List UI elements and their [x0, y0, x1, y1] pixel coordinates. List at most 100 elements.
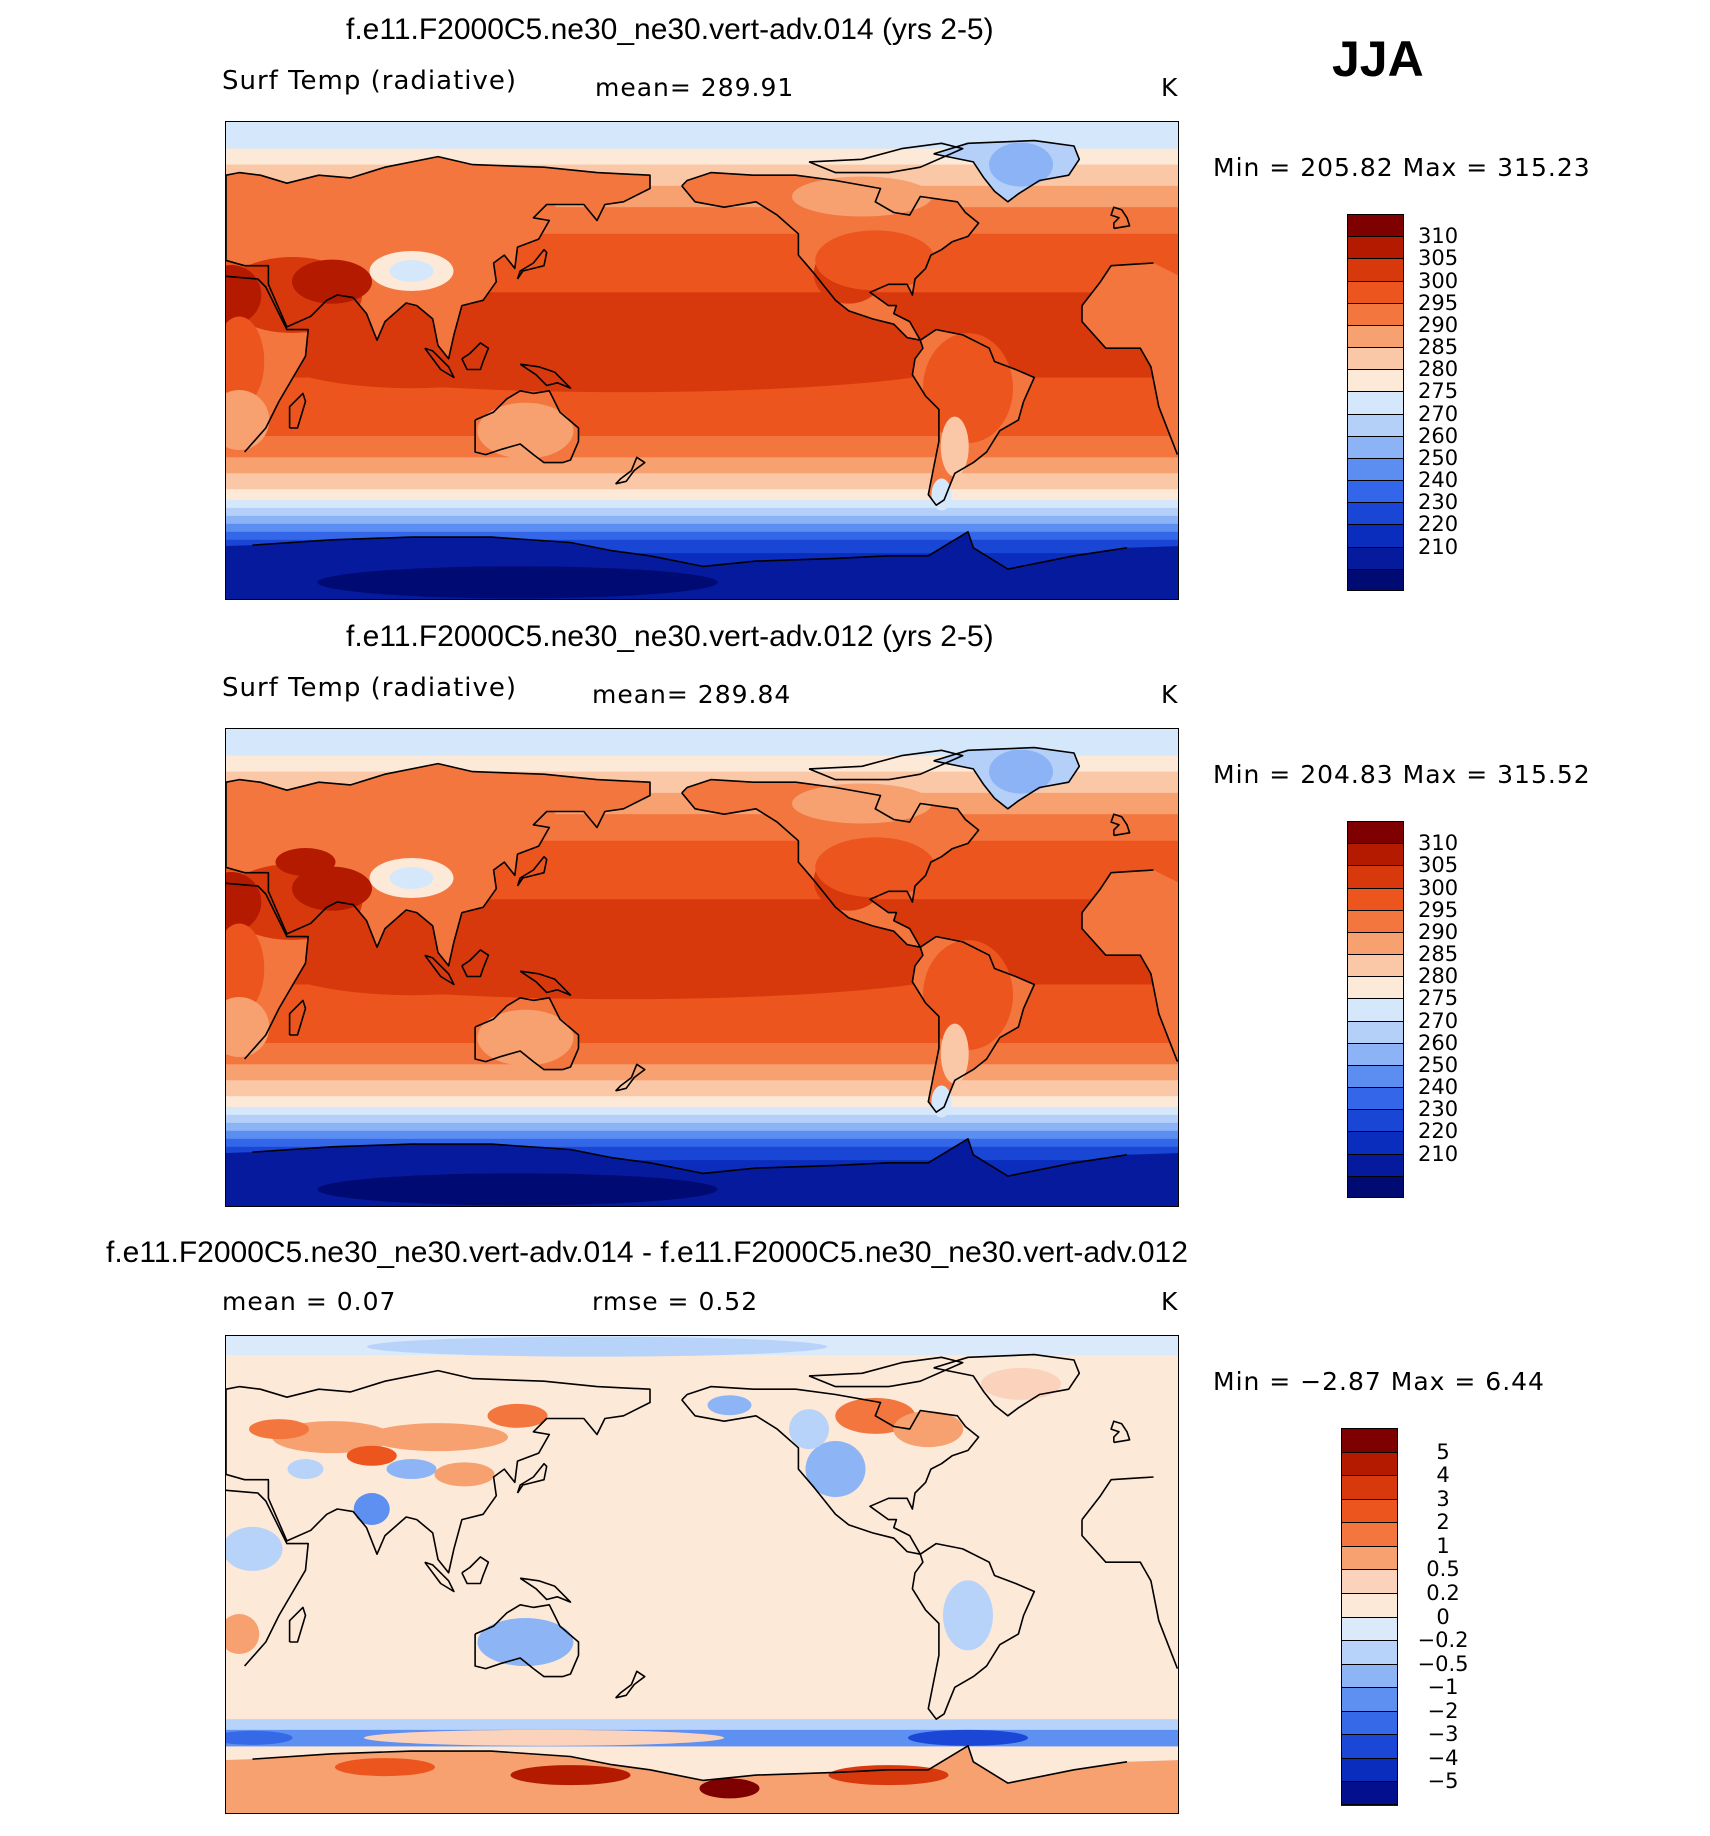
antarctic-plateau [317, 566, 718, 599]
colorbar-tick-label: −1 [1427, 1675, 1459, 1700]
panel3-colorbar: 5 4 3 2 1 0.5 0.2 0 −0.2 −0.5 −1 −2 −3 −4 −5 [1341, 1428, 1469, 1806]
coastline [461, 949, 490, 978]
panel1-title: f.e11.F2000C5.ne30_ne30.vert-adv.014 (yr… [346, 13, 994, 46]
africa-south [226, 390, 270, 451]
colorbar-segment [1347, 887, 1404, 911]
colorbar-segment [1347, 413, 1404, 437]
coastline [615, 1063, 646, 1092]
antarctic-warm [699, 1778, 760, 1799]
panel1-mean: mean= 289.91 [595, 73, 795, 102]
colorbar-segment [1347, 1109, 1404, 1132]
colorbar-segment [1347, 546, 1404, 570]
colorbar-segment [1347, 998, 1404, 1022]
colorbar-tick-label: 300 [1418, 875, 1459, 900]
coastline [1081, 305, 1178, 455]
hot-land [226, 264, 262, 325]
colorbar-segment [1347, 302, 1404, 326]
colorbar-segment [1341, 1475, 1398, 1500]
colorbar-segment [1347, 568, 1404, 592]
colorbar-tick-label: −5 [1427, 1769, 1459, 1794]
colorbar-tick-label: 295 [1418, 897, 1459, 922]
tibet-cold [389, 867, 434, 890]
colorbar-tick-label: 0 [1436, 1604, 1450, 1629]
colorbar-tick-label: 0.5 [1426, 1557, 1460, 1582]
colorbar-tick-label: 280 [1418, 357, 1459, 382]
coastline [288, 999, 307, 1036]
coastline [911, 1542, 1036, 1721]
antarctic-plateau [317, 1173, 718, 1206]
warm-anomaly [249, 1419, 309, 1440]
colorbar-segment [1341, 1451, 1398, 1476]
colorbar-tick-label: 4 [1436, 1463, 1450, 1488]
coastline [1110, 813, 1131, 837]
panel3-title: f.e11.F2000C5.ne30_ne30.vert-adv.014 - f… [106, 1236, 1188, 1269]
coastline [911, 328, 1036, 507]
coastline [288, 392, 307, 429]
warm-pool [261, 308, 562, 389]
colorbar-tick-label: 285 [1418, 335, 1459, 360]
colorbar-tick-label: 275 [1418, 379, 1459, 404]
colorbar-tick-label: −0.2 [1417, 1628, 1469, 1653]
colorbar-segment [1341, 1592, 1398, 1617]
antarctic-warm [335, 1758, 435, 1777]
colorbar-frame [1347, 214, 1404, 591]
temperature-band [226, 1114, 1178, 1124]
hot-land [275, 848, 336, 877]
colorbar-segment [1347, 324, 1404, 348]
cold-anomaly [287, 1459, 324, 1480]
panel1-variable-label: Surf Temp (radiative) [222, 66, 518, 96]
colorbar-segment [1347, 457, 1404, 481]
colorbar-segment [1347, 391, 1404, 415]
africa-south [226, 997, 270, 1058]
patagonia [931, 478, 952, 511]
patagonia [931, 1085, 952, 1118]
temperature-band [226, 507, 1178, 517]
siberia [369, 185, 560, 246]
colorbar-segment [1347, 480, 1404, 503]
colorbar-tick-label: 220 [1418, 1119, 1459, 1144]
colorbar-tick-label: 2 [1436, 1510, 1450, 1535]
temperature-band [226, 515, 1178, 525]
temperature-band [226, 436, 1178, 458]
land-fill-antarctica [650, 1138, 1178, 1206]
australia-interior [477, 402, 574, 459]
warm-anomaly [893, 1411, 964, 1448]
greenland-ice [989, 749, 1053, 794]
colorbar-segment [1347, 1087, 1404, 1110]
greenland-ice [989, 142, 1053, 187]
temperature-band [226, 1122, 1178, 1132]
siberia [369, 792, 560, 853]
colorbar-tick-label: 0.2 [1426, 1580, 1460, 1605]
coastline [516, 855, 548, 887]
colorbar-segment [1347, 347, 1404, 370]
colorbar-segment [1347, 843, 1404, 866]
colorbar-tick-label: 270 [1418, 401, 1459, 426]
colorbar-tick-label: 5 [1436, 1439, 1450, 1464]
colorbar-segment [1341, 1710, 1398, 1735]
temperature-band [226, 499, 1178, 509]
hot-land [292, 866, 372, 911]
coastline [681, 778, 980, 948]
colorbar-tick-label: 1 [1436, 1533, 1450, 1558]
coastline [649, 1744, 1128, 1784]
andes [940, 416, 969, 477]
hot-land [815, 230, 936, 291]
colorbar-segment [1341, 1616, 1398, 1641]
colorbar-segment [1347, 502, 1404, 525]
coastline [911, 935, 1036, 1114]
coastline [226, 1489, 309, 1667]
colorbar-segment [1347, 931, 1404, 955]
colorbar-tick-label: 300 [1418, 268, 1459, 293]
amazon [923, 940, 1013, 1051]
coastline [1110, 1420, 1131, 1444]
temperature-band [226, 531, 1178, 541]
temperature-band [226, 1016, 1178, 1044]
andes [940, 1023, 969, 1084]
colorbar-segment [1347, 1175, 1404, 1199]
warm-anomaly [346, 1445, 397, 1466]
land-fill-antarctica [650, 531, 1178, 599]
coastline [252, 1143, 651, 1164]
colorbar-segment [1347, 1042, 1404, 1066]
coastline [226, 882, 309, 1060]
colorbar-segment [1347, 1153, 1404, 1177]
